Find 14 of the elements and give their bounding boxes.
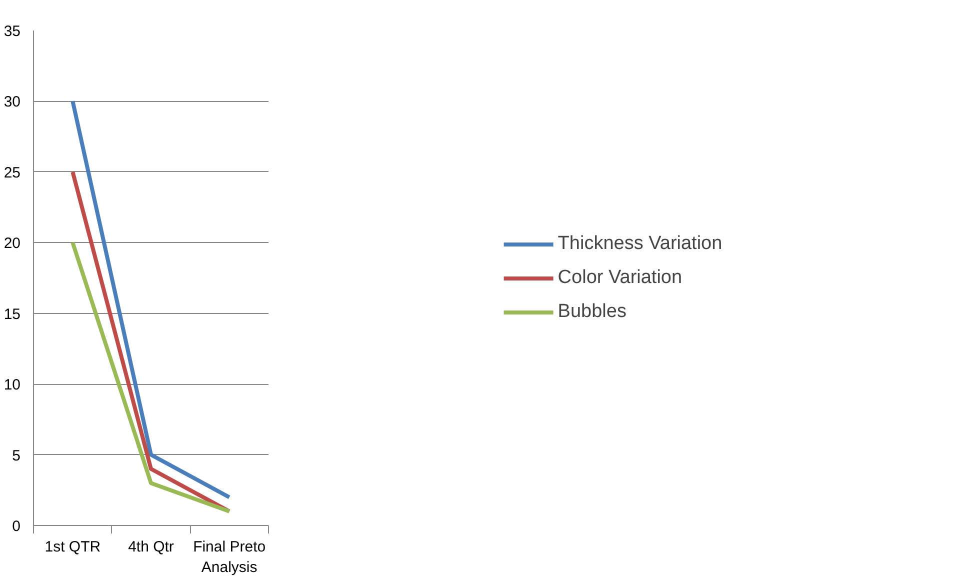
y-tick-label: 35: [4, 23, 21, 40]
x-tick-label: 1st QTR: [44, 538, 101, 556]
y-tick-label: 0: [12, 518, 20, 535]
y-tick-label: 20: [4, 235, 21, 252]
y-tick-label: 10: [4, 376, 21, 394]
legend-label: Color Variation: [558, 266, 682, 288]
legend-label: Thickness Variation: [558, 232, 722, 254]
y-tick-label: 25: [4, 164, 21, 182]
y-tick-label: 5: [12, 447, 20, 464]
x-tick-label: 4th Qtr: [128, 538, 174, 556]
x-tick-label: Final Preto Analysis: [193, 538, 266, 576]
legend-label: Bubbles: [558, 300, 626, 322]
y-tick-label: 30: [4, 94, 21, 111]
y-tick-label: 15: [4, 306, 21, 323]
